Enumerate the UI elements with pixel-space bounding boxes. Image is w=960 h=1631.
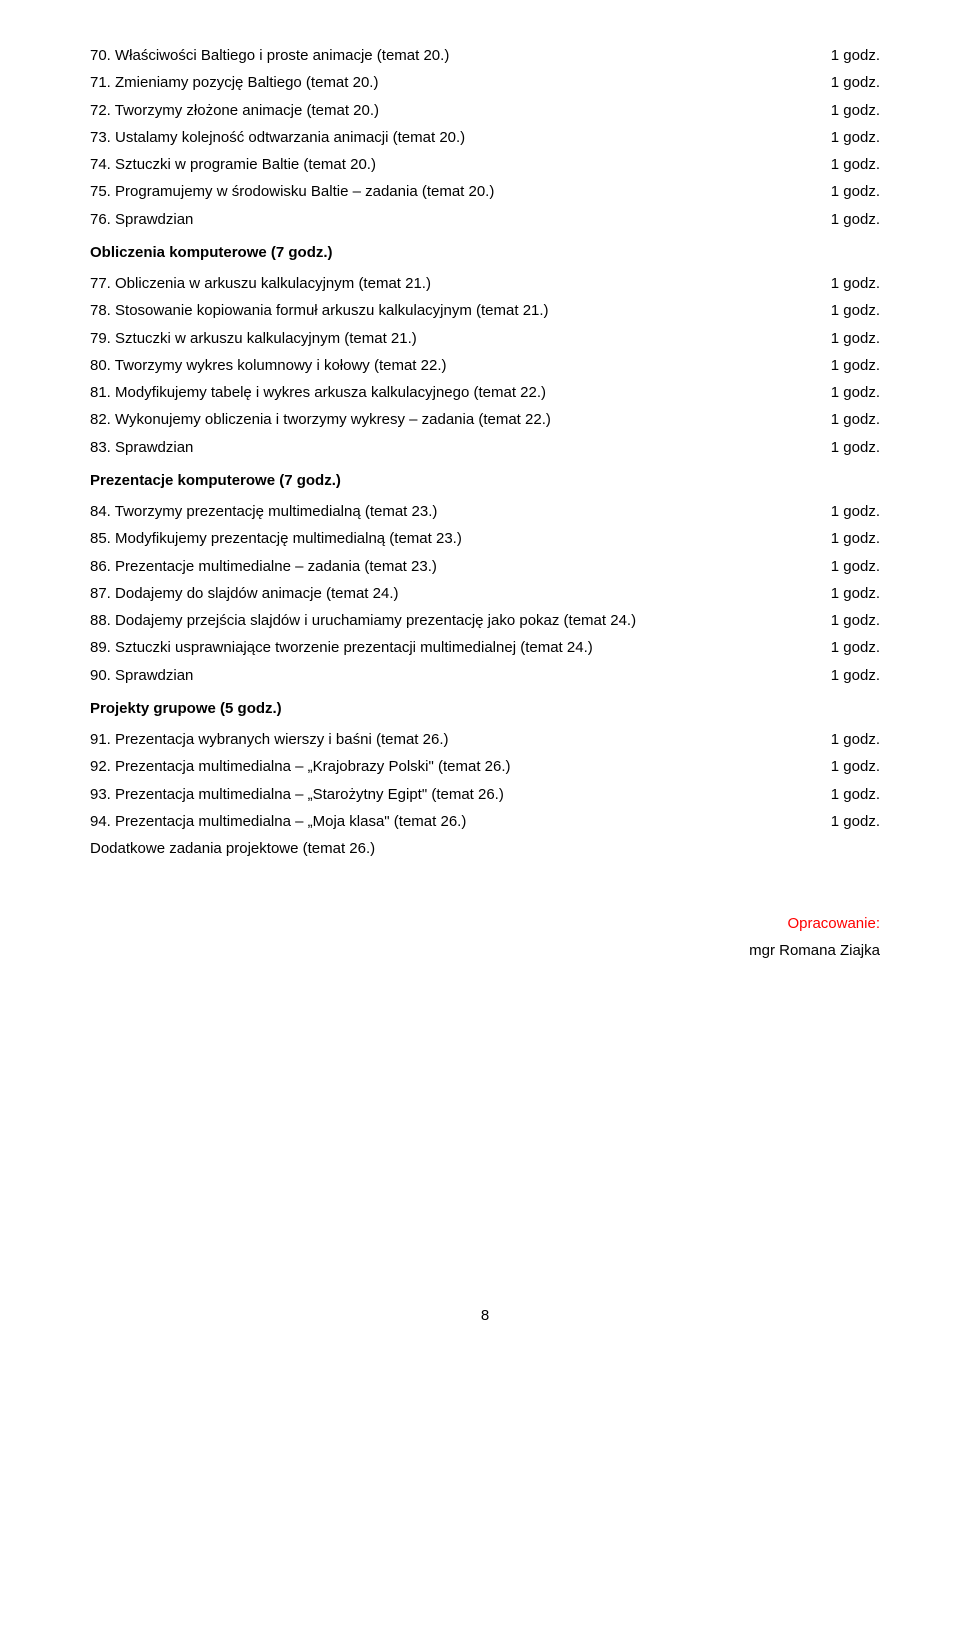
item-text: 94. Prezentacja multimedialna – „Moja kl… [90, 810, 831, 833]
item-text: 91. Prezentacja wybranych wierszy i baśn… [90, 728, 831, 751]
item-text: 71. Zmieniamy pozycję Baltiego (temat 20… [90, 71, 831, 94]
item-text: 87. Dodajemy do slajdów animacje (temat … [90, 582, 831, 605]
list-item: 79. Sztuczki w arkuszu kalkulacyjnym (te… [90, 327, 880, 350]
item-duration: 1 godz. [831, 381, 880, 404]
item-duration: 1 godz. [831, 810, 880, 833]
list-item: 92. Prezentacja multimedialna – „Krajobr… [90, 755, 880, 778]
list-item: 74. Sztuczki w programie Baltie (temat 2… [90, 153, 880, 176]
document-page: 70. Właściwości Baltiego i proste animac… [0, 0, 960, 1368]
item-text: 90. Sprawdzian [90, 664, 831, 687]
section-footer: Dodatkowe zadania projektowe (temat 26.) [90, 837, 880, 860]
list-item: 81. Modyfikujemy tabelę i wykres arkusza… [90, 381, 880, 404]
item-duration: 1 godz. [831, 755, 880, 778]
list-item: 80. Tworzymy wykres kolumnowy i kołowy (… [90, 354, 880, 377]
list-item: 75. Programujemy w środowisku Baltie – z… [90, 180, 880, 203]
item-text: 79. Sztuczki w arkuszu kalkulacyjnym (te… [90, 327, 831, 350]
item-text: 84. Tworzymy prezentację multimedialną (… [90, 500, 831, 523]
list-item: 85. Modyfikujemy prezentację multimedial… [90, 527, 880, 550]
item-duration: 1 godz. [831, 582, 880, 605]
item-text: 76. Sprawdzian [90, 208, 831, 231]
item-duration: 1 godz. [831, 783, 880, 806]
item-duration: 1 godz. [831, 500, 880, 523]
list-item: 94. Prezentacja multimedialna – „Moja kl… [90, 810, 880, 833]
item-text: 82. Wykonujemy obliczenia i tworzymy wyk… [90, 408, 831, 431]
item-duration: 1 godz. [831, 436, 880, 459]
item-text: 93. Prezentacja multimedialna – „Staroży… [90, 783, 831, 806]
signature-block: Opracowanie: mgr Romana Ziajka [90, 910, 880, 964]
item-text: 80. Tworzymy wykres kolumnowy i kołowy (… [90, 354, 831, 377]
item-duration: 1 godz. [831, 126, 880, 149]
item-text: 85. Modyfikujemy prezentację multimedial… [90, 527, 831, 550]
list-item: 90. Sprawdzian1 godz. [90, 664, 880, 687]
item-duration: 1 godz. [831, 354, 880, 377]
list-item: 82. Wykonujemy obliczenia i tworzymy wyk… [90, 408, 880, 431]
signature-name: mgr Romana Ziajka [90, 937, 880, 964]
item-text: 77. Obliczenia w arkuszu kalkulacyjnym (… [90, 272, 831, 295]
list-item: 91. Prezentacja wybranych wierszy i baśn… [90, 728, 880, 751]
item-duration: 1 godz. [831, 153, 880, 176]
list-item: 84. Tworzymy prezentację multimedialną (… [90, 500, 880, 523]
item-text: 83. Sprawdzian [90, 436, 831, 459]
item-duration: 1 godz. [831, 180, 880, 203]
page-number: 8 [90, 1304, 880, 1327]
signature-label: Opracowanie: [90, 910, 880, 937]
item-text: 73. Ustalamy kolejność odtwarzania anima… [90, 126, 831, 149]
item-text: 89. Sztuczki usprawniające tworzenie pre… [90, 636, 831, 659]
item-duration: 1 godz. [831, 208, 880, 231]
list-item: 77. Obliczenia w arkuszu kalkulacyjnym (… [90, 272, 880, 295]
section-heading: Obliczenia komputerowe (7 godz.) [90, 241, 880, 264]
item-duration: 1 godz. [831, 44, 880, 67]
list-item: 93. Prezentacja multimedialna – „Staroży… [90, 783, 880, 806]
section-heading: Projekty grupowe (5 godz.) [90, 697, 880, 720]
list-item: 73. Ustalamy kolejność odtwarzania anima… [90, 126, 880, 149]
item-text: 81. Modyfikujemy tabelę i wykres arkusza… [90, 381, 831, 404]
item-duration: 1 godz. [831, 728, 880, 751]
list-item: 78. Stosowanie kopiowania formuł arkuszu… [90, 299, 880, 322]
item-duration: 1 godz. [831, 71, 880, 94]
item-duration: 1 godz. [831, 555, 880, 578]
item-text: 75. Programujemy w środowisku Baltie – z… [90, 180, 831, 203]
list-item: 88. Dodajemy przejścia slajdów i urucham… [90, 609, 880, 632]
list-item: 71. Zmieniamy pozycję Baltiego (temat 20… [90, 71, 880, 94]
item-duration: 1 godz. [831, 408, 880, 431]
item-text: 88. Dodajemy przejścia slajdów i urucham… [90, 609, 831, 632]
item-duration: 1 godz. [831, 272, 880, 295]
list-item: 86. Prezentacje multimedialne – zadania … [90, 555, 880, 578]
item-text: 92. Prezentacja multimedialna – „Krajobr… [90, 755, 831, 778]
item-duration: 1 godz. [831, 99, 880, 122]
section-heading: Prezentacje komputerowe (7 godz.) [90, 469, 880, 492]
list-item: 83. Sprawdzian1 godz. [90, 436, 880, 459]
item-text: 74. Sztuczki w programie Baltie (temat 2… [90, 153, 831, 176]
content-list: 70. Właściwości Baltiego i proste animac… [90, 44, 880, 860]
item-text: 86. Prezentacje multimedialne – zadania … [90, 555, 831, 578]
list-item: 70. Właściwości Baltiego i proste animac… [90, 44, 880, 67]
item-text: 70. Właściwości Baltiego i proste animac… [90, 44, 831, 67]
item-duration: 1 godz. [831, 327, 880, 350]
item-duration: 1 godz. [831, 609, 880, 632]
item-duration: 1 godz. [831, 636, 880, 659]
item-text: 78. Stosowanie kopiowania formuł arkuszu… [90, 299, 831, 322]
list-item: 89. Sztuczki usprawniające tworzenie pre… [90, 636, 880, 659]
item-duration: 1 godz. [831, 664, 880, 687]
list-item: 87. Dodajemy do slajdów animacje (temat … [90, 582, 880, 605]
item-duration: 1 godz. [831, 527, 880, 550]
item-text: 72. Tworzymy złożone animacje (temat 20.… [90, 99, 831, 122]
list-item: 72. Tworzymy złożone animacje (temat 20.… [90, 99, 880, 122]
list-item: 76. Sprawdzian1 godz. [90, 208, 880, 231]
item-duration: 1 godz. [831, 299, 880, 322]
